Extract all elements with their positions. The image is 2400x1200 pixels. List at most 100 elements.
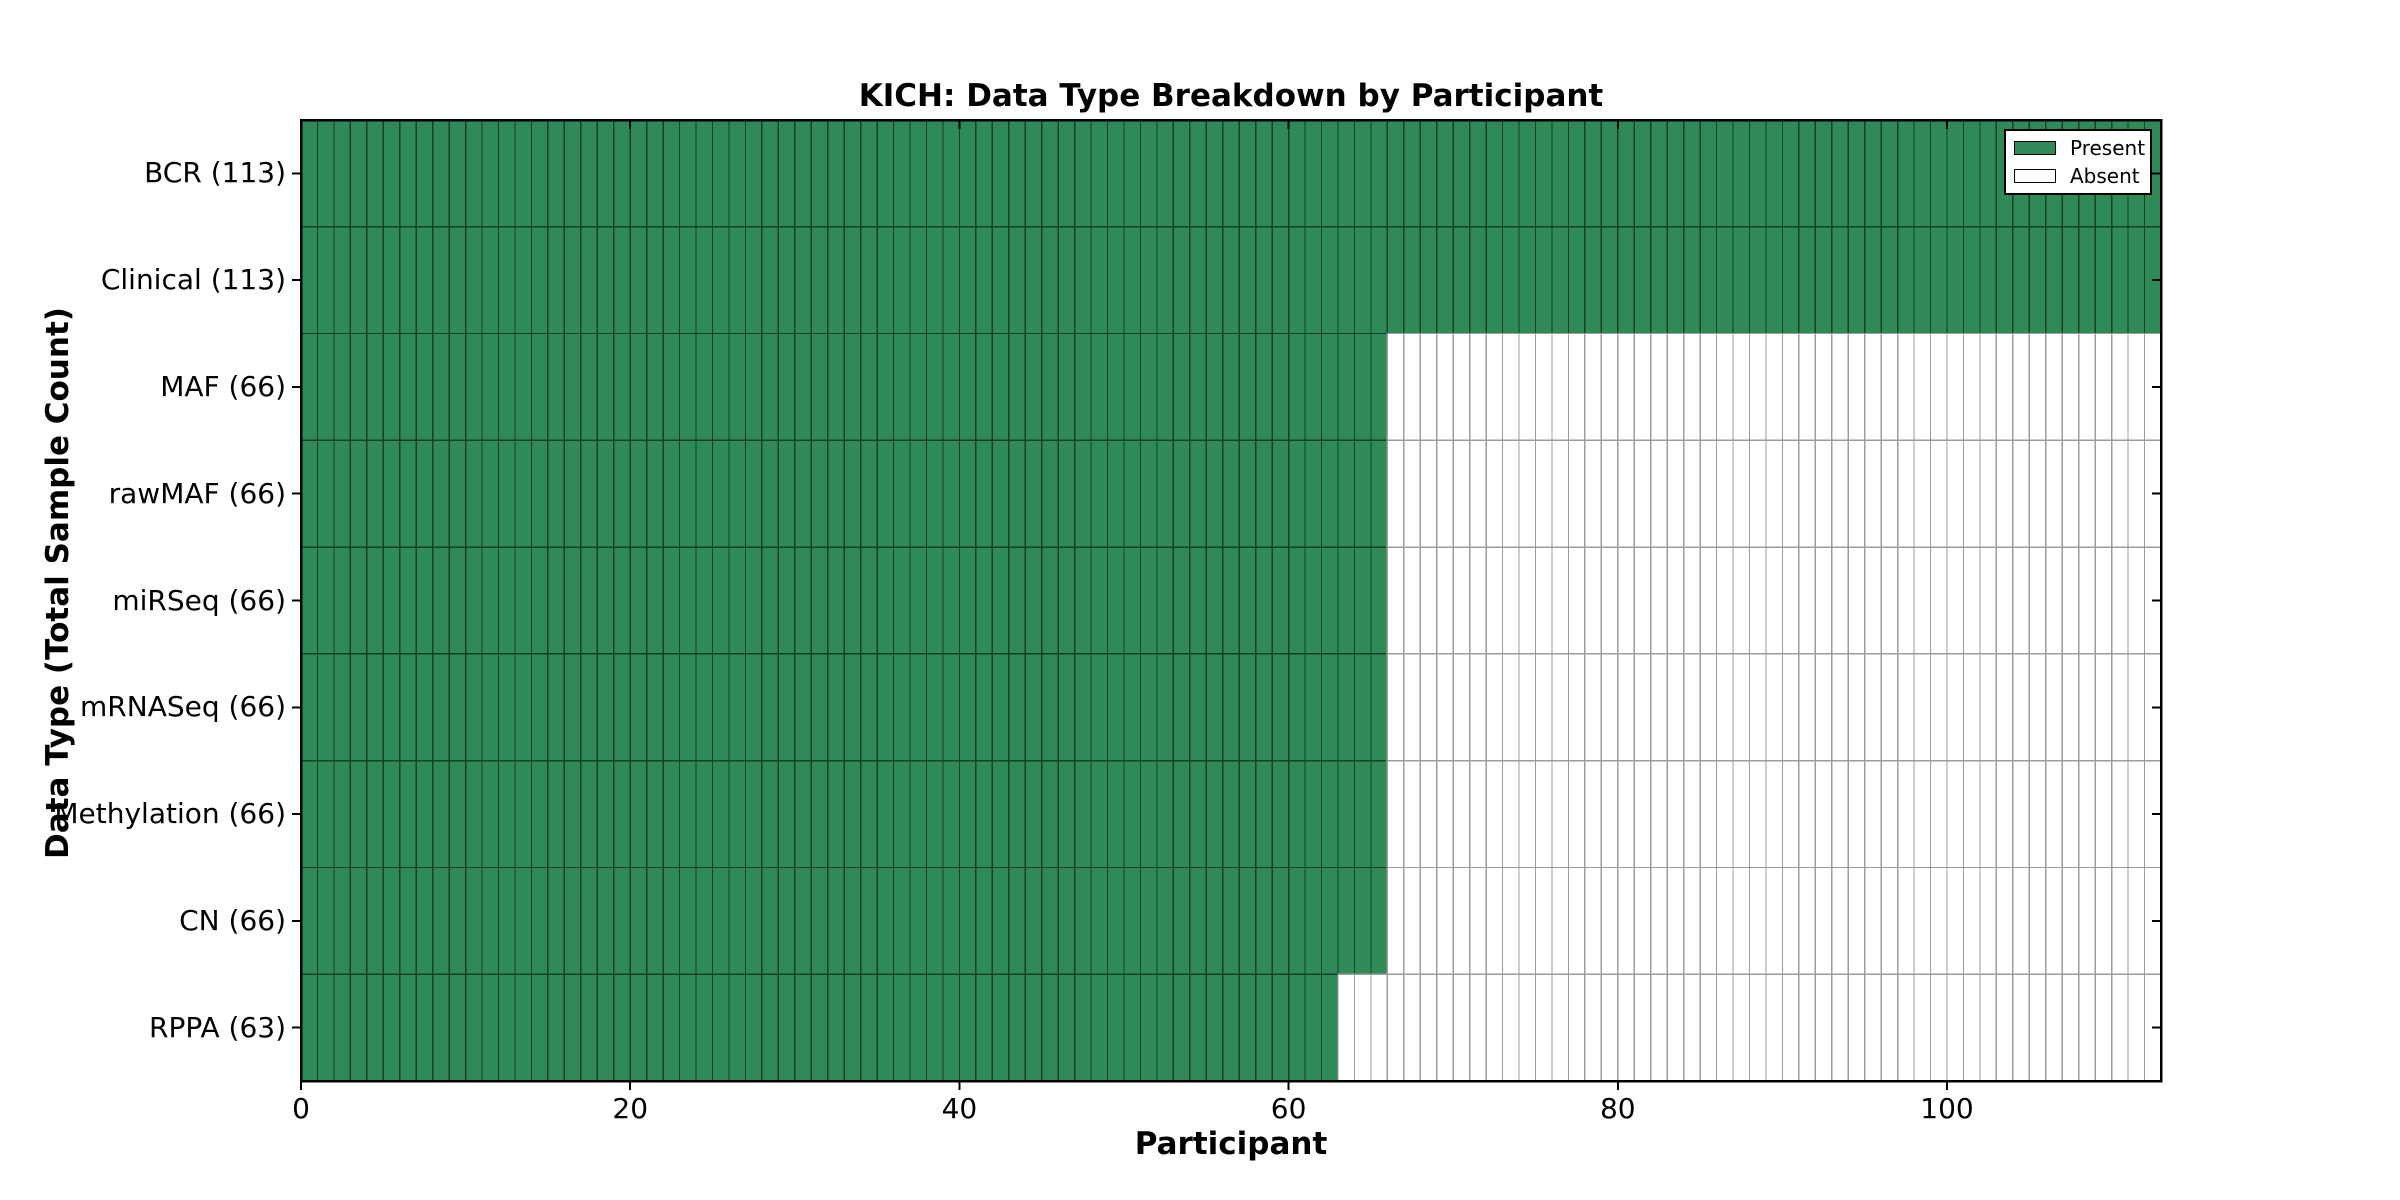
matrix-cell	[1485, 332, 1504, 441]
matrix-cell	[695, 119, 714, 228]
matrix-cell	[1304, 332, 1323, 441]
matrix-cell	[1995, 332, 2014, 441]
matrix-cell	[1090, 653, 1109, 762]
matrix-cell	[761, 439, 779, 548]
legend-swatch-icon	[2014, 169, 2056, 183]
matrix-cell	[1255, 973, 1273, 1082]
matrix-cell	[1172, 866, 1191, 975]
matrix-cell	[1436, 439, 1454, 548]
legend-label: Absent	[2070, 164, 2140, 188]
matrix-cell	[1650, 439, 1668, 548]
matrix-cell	[1172, 546, 1191, 655]
matrix-cell	[925, 332, 944, 441]
matrix-cell	[2061, 760, 2080, 869]
matrix-cell	[1699, 332, 1718, 441]
matrix-cell	[744, 439, 763, 548]
matrix-cell	[1683, 546, 1701, 655]
matrix-cell	[1699, 653, 1718, 762]
matrix-cell	[2094, 332, 2113, 441]
matrix-cell	[1518, 760, 1537, 869]
matrix-cell	[432, 226, 450, 335]
matrix-cell	[1551, 226, 1570, 335]
matrix-cell	[547, 546, 566, 655]
matrix-cell	[711, 226, 730, 335]
matrix-cell	[1073, 439, 1092, 548]
matrix-cell	[1172, 332, 1191, 441]
matrix-cell	[1913, 653, 1932, 762]
matrix-cell	[827, 973, 845, 1082]
matrix-cell	[1057, 546, 1076, 655]
matrix-cell	[2028, 226, 2047, 335]
matrix-cell	[596, 332, 615, 441]
matrix-cell	[646, 546, 664, 655]
matrix-cell	[1353, 332, 1372, 441]
matrix-cell	[1501, 866, 1520, 975]
matrix-cell	[1847, 973, 1866, 1082]
matrix-cell	[744, 866, 763, 975]
matrix-cell	[1781, 332, 1800, 441]
matrix-cell	[1452, 760, 1471, 869]
matrix-cell	[646, 760, 664, 869]
matrix-cell	[1123, 973, 1142, 1082]
matrix-cell	[695, 226, 714, 335]
matrix-cell	[547, 653, 566, 762]
matrix-cell	[1287, 332, 1306, 441]
matrix-cell	[1172, 653, 1191, 762]
matrix-cell	[925, 866, 944, 975]
matrix-cell	[958, 546, 977, 655]
matrix-cell	[563, 653, 582, 762]
matrix-cell	[695, 973, 714, 1082]
matrix-cell	[1403, 653, 1421, 762]
matrix-cell	[1748, 439, 1767, 548]
matrix-cell	[1436, 119, 1454, 228]
matrix-cell	[1403, 973, 1421, 1082]
matrix-cell	[1353, 119, 1372, 228]
matrix-cell	[1962, 866, 1981, 975]
matrix-cell	[1765, 546, 1784, 655]
matrix-cell	[1304, 226, 1323, 335]
matrix-cell	[1567, 546, 1586, 655]
matrix-cell	[2045, 332, 2063, 441]
matrix-cell	[876, 332, 895, 441]
matrix-cell	[497, 332, 516, 441]
matrix-cell	[761, 119, 779, 228]
matrix-cell	[1222, 332, 1240, 441]
matrix-cell	[530, 760, 549, 869]
matrix-cell	[2012, 866, 2030, 975]
matrix-cell	[909, 226, 928, 335]
matrix-cell	[349, 653, 368, 762]
matrix-cell	[547, 119, 566, 228]
matrix-cell	[1831, 226, 1849, 335]
matrix-cell	[1436, 973, 1454, 1082]
matrix-cell	[1452, 332, 1471, 441]
matrix-cell	[1436, 760, 1454, 869]
matrix-cell	[1156, 439, 1175, 548]
matrix-cell	[942, 439, 961, 548]
matrix-cell	[300, 119, 319, 228]
matrix-cell	[925, 226, 944, 335]
matrix-cell	[464, 546, 483, 655]
matrix-cell	[1765, 760, 1784, 869]
matrix-cell	[1929, 439, 1948, 548]
matrix-cell	[415, 866, 434, 975]
matrix-cell	[1271, 653, 1290, 762]
matrix-cell	[2127, 866, 2146, 975]
matrix-cell	[1781, 439, 1800, 548]
matrix-cell	[497, 226, 516, 335]
matrix-cell	[415, 332, 434, 441]
matrix-cell	[909, 439, 928, 548]
matrix-cell	[1123, 439, 1142, 548]
matrix-cell	[1748, 760, 1767, 869]
matrix-cell	[481, 760, 500, 869]
matrix-cell	[1057, 653, 1076, 762]
matrix-cell	[1287, 866, 1306, 975]
matrix-cell	[678, 119, 697, 228]
matrix-cell	[744, 546, 763, 655]
matrix-cell	[1205, 226, 1224, 335]
matrix-cell	[958, 973, 977, 1082]
matrix-cell	[1370, 119, 1389, 228]
matrix-cell	[1090, 866, 1109, 975]
matrix-cell	[991, 653, 1010, 762]
matrix-cell	[497, 973, 516, 1082]
